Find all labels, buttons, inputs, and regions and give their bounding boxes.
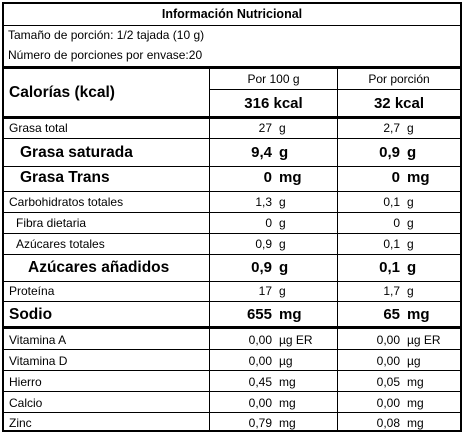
value-per-serving: 0 [391,169,400,186]
value-per-serving: 1,7 [383,284,400,298]
row-label: Calcio [9,396,43,410]
unit-per100: µg ER [279,333,313,347]
value-per100: 0,00 [248,396,272,410]
value-per100: 0,9 [255,237,272,251]
unit-per100: mg [279,375,296,389]
unit-per-serving: g [407,144,417,161]
serving-size: Tamaño de porción: 1/2 tajada (10 g) [8,28,205,42]
row-label: Vitamina D [9,354,68,368]
value-per-serving: 0 [393,216,400,230]
row-divider [4,233,460,234]
row-label: Carbohidratos totales [9,195,124,209]
calories-per100: 316 kcal [244,95,303,112]
row-divider [4,191,460,192]
row-divider [4,138,460,139]
column-divider-1 [209,69,210,432]
value-per100: 0 [265,216,272,230]
value-per100: 0 [263,169,272,186]
unit-per-serving: mg [407,416,424,430]
value-per100: 9,4 [251,144,272,161]
unit-per-serving: mg [407,396,424,410]
value-per100: 1,3 [255,195,272,209]
value-per-serving: 0,00 [376,354,400,368]
col-header-per100: Por 100 g [247,72,300,86]
unit-per100: g [279,284,286,298]
row-label: Fibra dietaria [16,216,87,230]
value-per100: 655 [246,306,272,323]
unit-per100: g [279,121,286,135]
value-per-serving: 0,05 [376,375,400,389]
header-subdivider [210,89,460,90]
row-label: Zinc [9,416,32,430]
unit-per-serving: µg [407,354,421,368]
row-divider [4,301,460,302]
unit-per-serving: g [407,237,414,251]
unit-per100: g [279,259,289,276]
value-per-serving: 0,1 [383,195,400,209]
row-label: Sodio [9,306,53,323]
unit-per100: g [279,144,289,161]
calories-label: Calorías (kcal) [9,84,115,101]
value-per100: 0,45 [248,375,272,389]
unit-per-serving: mg [407,306,430,323]
row-divider [4,349,460,350]
row-label: Grasa Trans [20,169,110,186]
row-label: Hierro [9,375,42,389]
unit-per100: mg [279,306,302,323]
unit-per100: mg [279,396,296,410]
unit-per-serving: g [407,195,414,209]
unit-per100: mg [279,169,302,186]
unit-per-serving: g [407,121,414,135]
value-per100: 0,79 [248,416,272,430]
header-divider [4,66,460,69]
unit-per100: g [279,237,286,251]
value-per100: 0,00 [248,333,272,347]
value-per100: 0,00 [248,354,272,368]
unit-per-serving: µg ER [407,333,441,347]
value-per-serving: 0,1 [379,259,400,276]
unit-per100: g [279,216,286,230]
row-label: Vitamina A [9,333,67,347]
row-label: Azúcares totales [16,237,105,251]
unit-per-serving: g [407,216,414,230]
value-per100: 0,9 [251,259,272,276]
value-per100: 27 [258,121,272,135]
value-per-serving: 65 [383,306,400,323]
row-label: Grasa saturada [20,144,133,161]
column-divider-2 [337,69,338,432]
sodium-divider [4,326,460,329]
row-label: Proteína [9,284,55,298]
unit-per-serving: mg [407,375,424,389]
col-header-per-serving: Por porción [368,72,430,86]
row-divider [4,391,460,392]
row-divider [4,254,460,255]
value-per-serving: 2,7 [383,121,400,135]
unit-per-serving: g [407,284,414,298]
value-per100: 17 [258,284,272,298]
servings-per-container: Número de porciones por envase:20 [8,48,203,62]
row-label: Azúcares añadidos [28,259,170,276]
unit-per100: g [279,195,286,209]
value-per-serving: 0,00 [376,333,400,347]
calories-per-serving: 32 kcal [373,95,425,112]
value-per-serving: 0,08 [376,416,400,430]
unit-per-serving: mg [407,169,430,186]
row-divider [4,412,460,413]
nutrition-facts-panel: Información Nutricional Tamaño de porció… [2,2,462,432]
unit-per-serving: g [407,259,417,276]
row-divider [4,212,460,213]
panel-title: Información Nutricional [4,4,460,26]
row-label: Grasa total [9,121,68,135]
unit-per100: µg [279,354,293,368]
row-divider [4,370,460,371]
value-per-serving: 0,1 [383,237,400,251]
value-per-serving: 0,9 [379,144,400,161]
calories-divider [4,116,460,119]
row-divider [4,281,460,282]
unit-per100: mg [279,416,296,430]
row-divider [4,166,460,167]
value-per-serving: 0,00 [376,396,400,410]
